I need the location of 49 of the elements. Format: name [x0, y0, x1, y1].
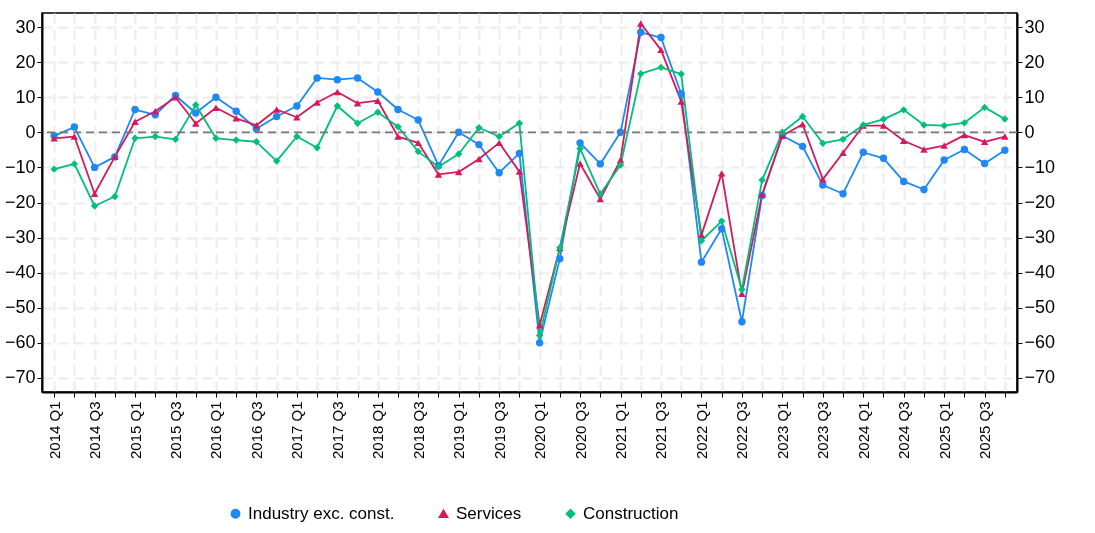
- y2-tick-label: −20: [1024, 192, 1056, 212]
- x-tick-label: 2017 Q3: [328, 401, 346, 460]
- x-tick-label: 2016 Q1: [207, 401, 225, 460]
- legend-label: Industry exc. const.: [248, 503, 395, 523]
- x-tick-label: 2023 Q1: [773, 401, 791, 460]
- y2-tick-label: −30: [1024, 227, 1056, 248]
- y2-tick-label: 0: [1024, 121, 1035, 142]
- x-tick-label: 2024 Q3: [895, 401, 913, 460]
- y2-tick-label: −50: [1024, 297, 1056, 318]
- y-tick-label: −10: [4, 156, 36, 177]
- y2-tick-label: −10: [1024, 156, 1056, 177]
- y-tick-label: 0: [25, 121, 36, 142]
- x-tick-label: 2020 Q3: [571, 401, 589, 460]
- x-tick-label: 2018 Q1: [369, 401, 387, 460]
- y2-tick-label: −60: [1024, 332, 1056, 353]
- x-tick-label: 2021 Q1: [612, 401, 630, 460]
- y-tick-label: −50: [4, 297, 36, 318]
- y-tick-label: 10: [15, 86, 36, 107]
- y-tick-label: −60: [4, 332, 36, 353]
- x-tick-label: 2021 Q3: [652, 401, 670, 460]
- y-tick-label: −40: [4, 262, 36, 283]
- x-tick-label: 2023 Q3: [814, 401, 832, 460]
- y-tick-label: −70: [4, 367, 36, 388]
- x-tick-label: 2019 Q1: [450, 401, 468, 460]
- y2-tick-label: 20: [1024, 51, 1045, 72]
- x-tick-label: 2015 Q3: [167, 401, 185, 460]
- x-tick-label: 2020 Q1: [531, 401, 549, 460]
- x-tick-label: 2014 Q1: [45, 401, 63, 460]
- x-tick-label: 2024 Q1: [854, 401, 872, 460]
- legend-label: Construction: [583, 503, 679, 523]
- y-tick-label: 30: [15, 16, 36, 37]
- x-tick-label: 2025 Q3: [976, 401, 994, 460]
- y-tick-label: 20: [15, 51, 36, 72]
- x-tick-label: 2016 Q3: [247, 401, 265, 460]
- y2-tick-label: 10: [1024, 86, 1045, 107]
- y-tick-label: −20: [4, 192, 36, 212]
- x-tick-label: 2014 Q3: [86, 401, 104, 460]
- y2-tick-label: −70: [1024, 367, 1056, 388]
- x-tick-label: 2017 Q1: [288, 401, 306, 460]
- x-tick-label: 2025 Q1: [935, 401, 953, 460]
- y2-tick-label: 30: [1024, 16, 1045, 37]
- y2-tick-label: −40: [1024, 262, 1056, 283]
- legend-label: Services: [456, 503, 522, 523]
- x-tick-label: 2019 Q3: [490, 401, 508, 460]
- y-tick-label: −30: [4, 227, 36, 248]
- x-tick-label: 2018 Q3: [409, 401, 427, 460]
- x-tick-label: 2022 Q1: [692, 401, 710, 460]
- x-tick-label: 2022 Q3: [733, 401, 751, 460]
- x-tick-label: 2015 Q1: [126, 401, 144, 460]
